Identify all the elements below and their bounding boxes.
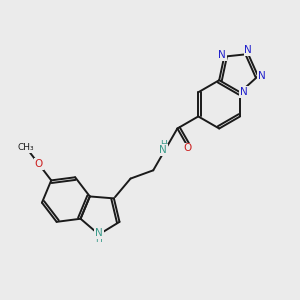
- Text: N: N: [159, 145, 167, 155]
- Text: N: N: [95, 228, 103, 238]
- Text: H: H: [95, 235, 102, 244]
- Text: N: N: [258, 71, 266, 81]
- Text: N: N: [218, 50, 226, 60]
- Text: N: N: [244, 45, 252, 55]
- Text: O: O: [34, 159, 43, 169]
- Text: CH₃: CH₃: [18, 143, 34, 152]
- Text: N: N: [240, 87, 248, 97]
- Text: H: H: [160, 140, 166, 149]
- Text: O: O: [184, 143, 192, 153]
